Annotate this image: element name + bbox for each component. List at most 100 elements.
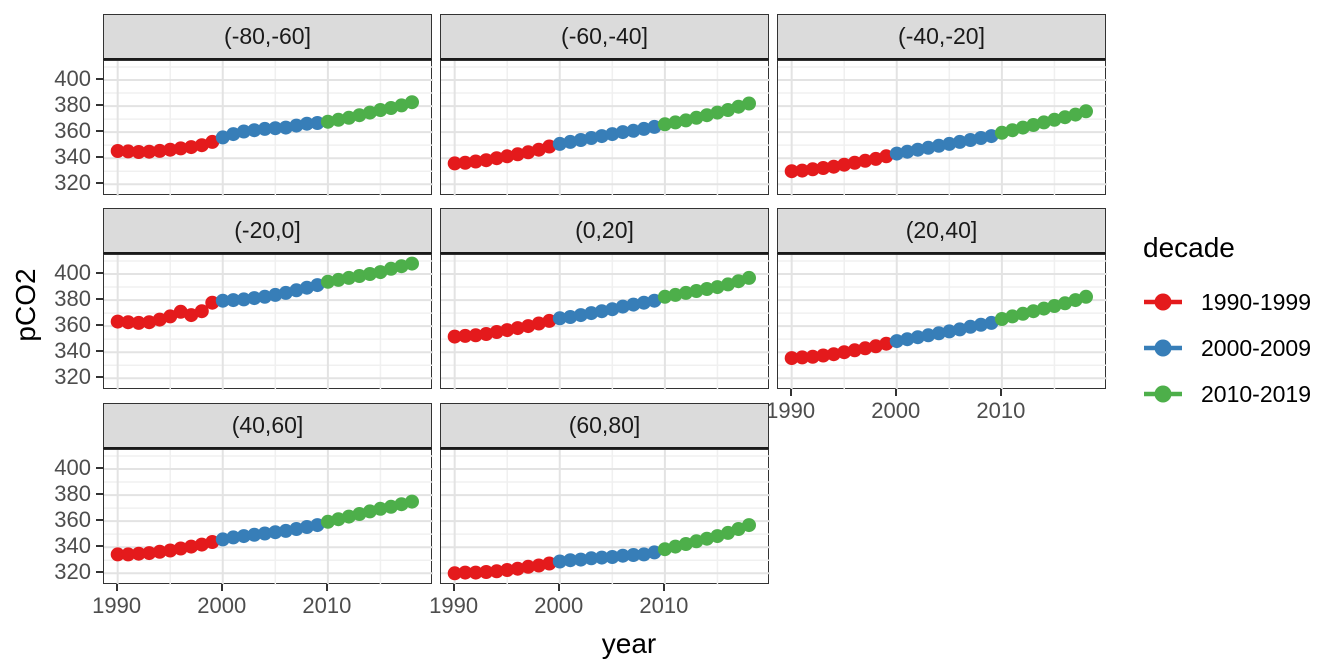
- data-point: [668, 287, 683, 302]
- y-tick-label: 400: [54, 66, 91, 92]
- data-point: [373, 103, 388, 117]
- data-point: [889, 334, 904, 349]
- data-point: [320, 274, 335, 289]
- data-point: [816, 161, 831, 175]
- data-point: [173, 304, 188, 319]
- data-point: [552, 136, 567, 151]
- legend-entry: 2000-2009: [1143, 335, 1338, 361]
- facet-plot-area: [104, 450, 433, 585]
- data-point: [320, 114, 335, 129]
- data-point: [826, 347, 841, 362]
- facet-strip: (-40,-20]: [777, 14, 1106, 60]
- data-point: [205, 295, 220, 310]
- data-point: [236, 292, 251, 307]
- data-point: [215, 293, 230, 308]
- data-point: [1058, 110, 1072, 125]
- data-point: [931, 326, 946, 341]
- series-2010-2019: [994, 104, 1093, 140]
- data-point: [1005, 309, 1020, 324]
- data-point: [352, 507, 367, 521]
- series-2000-2009: [552, 545, 662, 569]
- data-point: [194, 537, 209, 552]
- data-point: [215, 532, 230, 547]
- data-point: [858, 341, 873, 356]
- y-tick-mark: [96, 519, 103, 522]
- data-point: [973, 317, 988, 332]
- y-tick-mark: [96, 78, 103, 81]
- data-point: [257, 289, 272, 304]
- data-point: [573, 552, 588, 567]
- data-point: [626, 548, 641, 562]
- data-point: [678, 285, 693, 300]
- data-point: [121, 315, 136, 330]
- data-point: [479, 565, 494, 579]
- facet-strip-label: (40,60]: [231, 412, 304, 438]
- data-point: [605, 302, 620, 317]
- data-point: [605, 550, 620, 564]
- facet-panel: [777, 60, 1107, 196]
- data-point: [542, 556, 557, 571]
- data-point: [636, 547, 651, 562]
- data-point: [510, 561, 525, 576]
- data-point: [542, 313, 557, 328]
- data-point: [647, 545, 662, 560]
- data-point: [405, 95, 419, 110]
- data-point: [710, 105, 725, 120]
- legend-key-icon: [1144, 293, 1182, 311]
- data-point: [447, 156, 462, 171]
- series-2010-2019: [320, 494, 419, 529]
- facet-strip-label: (-80,-60]: [224, 23, 311, 49]
- data-point: [110, 144, 125, 158]
- data-point: [742, 270, 756, 285]
- data-point: [805, 349, 820, 364]
- data-point: [742, 96, 756, 111]
- data-point: [647, 119, 662, 134]
- data-point: [142, 144, 157, 159]
- series-2000-2009: [889, 129, 999, 161]
- series-2000-2009: [889, 315, 999, 349]
- legend-key-icon: [1144, 385, 1182, 403]
- data-point: [405, 256, 419, 271]
- data-point: [657, 117, 672, 132]
- data-point: [1047, 112, 1062, 127]
- data-point: [131, 546, 146, 561]
- data-point: [868, 151, 883, 166]
- data-point: [626, 297, 641, 312]
- y-tick-label: 400: [54, 455, 91, 481]
- data-point: [784, 164, 799, 179]
- data-point: [816, 348, 831, 363]
- facet-panel: [103, 449, 433, 585]
- data-point: [236, 529, 251, 544]
- data-point: [121, 144, 136, 159]
- y-tick-mark: [96, 104, 103, 107]
- facet-strip-label: (60,80]: [568, 412, 641, 438]
- data-point: [257, 121, 272, 136]
- y-tick-mark: [96, 182, 103, 185]
- data-point: [236, 124, 251, 139]
- x-tick-label: 2000: [534, 593, 584, 618]
- data-point: [341, 270, 356, 285]
- facet-strip: (-80,-60]: [103, 14, 432, 60]
- data-point: [900, 144, 915, 159]
- facet-plot-area: [778, 255, 1107, 390]
- data-point: [984, 315, 999, 330]
- data-point: [184, 539, 199, 554]
- series-2010-2019: [657, 518, 756, 557]
- data-point: [584, 306, 599, 321]
- data-point: [984, 129, 999, 144]
- data-point: [121, 547, 136, 562]
- y-tick-mark: [96, 324, 103, 327]
- y-tick-mark: [96, 350, 103, 353]
- facet-plot-area: [441, 450, 770, 585]
- x-tick-mark: [220, 584, 223, 591]
- data-point: [795, 350, 810, 365]
- data-point: [699, 108, 714, 123]
- data-point: [131, 145, 146, 159]
- data-point: [184, 140, 199, 155]
- facet-strip: (60,80]: [440, 403, 769, 449]
- facet-plot-area: [441, 61, 770, 196]
- facet-strip-label: (-40,-20]: [898, 23, 985, 49]
- data-point: [605, 127, 620, 142]
- y-tick-label: 340: [54, 338, 91, 364]
- data-point: [458, 328, 473, 343]
